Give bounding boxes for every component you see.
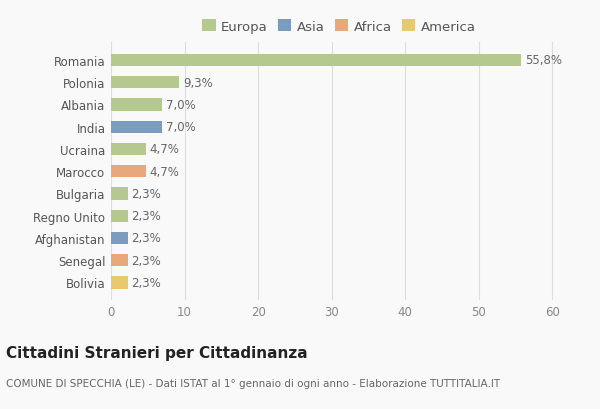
Bar bbox=[111, 254, 128, 267]
Text: COMUNE DI SPECCHIA (LE) - Dati ISTAT al 1° gennaio di ogni anno - Elaborazione T: COMUNE DI SPECCHIA (LE) - Dati ISTAT al … bbox=[6, 378, 500, 388]
Bar bbox=[111, 121, 163, 133]
Text: 2,3%: 2,3% bbox=[131, 254, 161, 267]
Text: 4,7%: 4,7% bbox=[149, 143, 179, 156]
Text: 2,3%: 2,3% bbox=[131, 276, 161, 289]
Bar bbox=[111, 55, 521, 67]
Bar bbox=[111, 210, 128, 222]
Text: 4,7%: 4,7% bbox=[149, 165, 179, 178]
Text: 55,8%: 55,8% bbox=[525, 54, 562, 67]
Text: 7,0%: 7,0% bbox=[166, 121, 196, 134]
Text: 2,3%: 2,3% bbox=[131, 232, 161, 245]
Bar bbox=[111, 144, 146, 156]
Bar bbox=[111, 99, 163, 111]
Text: 2,3%: 2,3% bbox=[131, 187, 161, 200]
Text: 9,3%: 9,3% bbox=[183, 76, 213, 90]
Text: Cittadini Stranieri per Cittadinanza: Cittadini Stranieri per Cittadinanza bbox=[6, 346, 308, 361]
Text: 7,0%: 7,0% bbox=[166, 99, 196, 112]
Bar bbox=[111, 166, 146, 178]
Bar bbox=[111, 277, 128, 289]
Text: 2,3%: 2,3% bbox=[131, 210, 161, 222]
Bar bbox=[111, 232, 128, 245]
Legend: Europa, Asia, Africa, America: Europa, Asia, Africa, America bbox=[202, 20, 476, 34]
Bar bbox=[111, 188, 128, 200]
Bar bbox=[111, 77, 179, 89]
